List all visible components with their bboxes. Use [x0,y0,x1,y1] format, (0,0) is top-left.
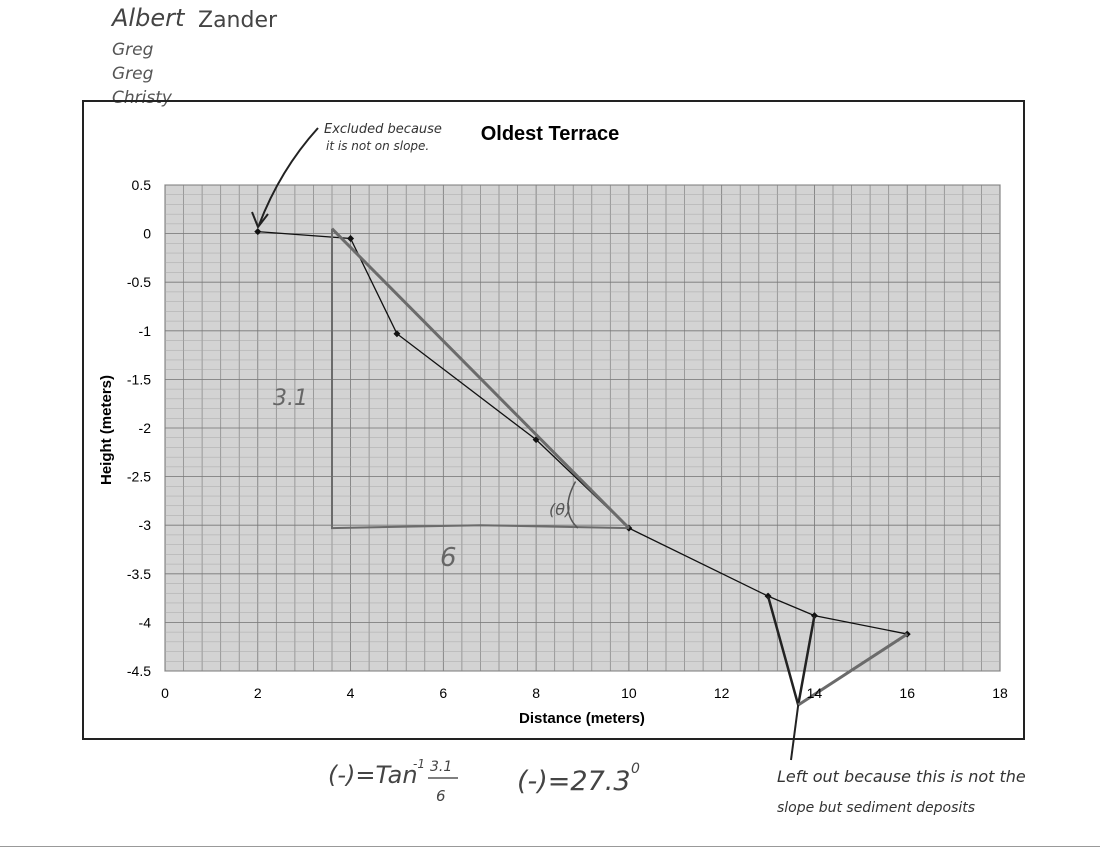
angle-symbol: (θ) [549,500,571,519]
y-tick-label: 0 [143,226,151,242]
formula-exponent: -1 [413,757,425,771]
formula-denominator: 6 [436,787,446,805]
data-point [347,234,355,242]
bottom-note-pointer [790,704,800,761]
y-axis-label: Height (meters) [98,375,115,485]
x-tick-label: 12 [714,685,730,701]
student-name-greg-1: Greg [112,40,154,60]
x-tick-label: 14 [807,685,823,701]
x-tick-label: 10 [621,685,637,701]
y-tick-label: -0.5 [127,274,151,290]
result-degree: 0 [631,761,640,777]
y-tick-label: 0.5 [132,177,152,193]
x-tick-label: 16 [899,685,915,701]
y-tick-label: -1.5 [127,371,151,387]
x-tick-label: 2 [254,685,262,701]
y-tick-label: -1 [139,323,152,339]
student-name-christy: Christy [112,88,172,108]
chart-frame [82,100,1025,740]
formula-lhs: (-)=Tan [328,761,418,789]
y-tick-label: -3 [139,517,152,533]
student-name-zander: Zander [198,8,278,33]
left-out-note-line1: Left out because this is not the [777,767,1026,786]
excluded-note-line2: it is not on slope. [326,139,429,153]
text-layer: 0 2 4 6 8 10 12 14 16 18 0.5 0 -0.5 -1 -1.5 -2 -2.5 -3 -3.… [127,177,1008,701]
formula-numerator: 3.1 [430,759,452,775]
result-text: (-)=27.3 [517,766,631,797]
x-tick-label: 18 [992,685,1008,701]
student-name-albert: Albert [112,4,185,32]
sediment-triangle-base [797,632,909,707]
slope-triangle-legs [331,228,629,530]
x-axis-label: Distance (meters) [519,710,645,727]
data-point [393,330,401,338]
x-tick-label: 8 [532,685,540,701]
excluded-note-arrow [258,127,319,226]
y-tick-label: -4.5 [127,663,151,679]
x-tick-label: 6 [439,685,447,701]
angle-arc [567,481,579,529]
y-tick-label: -2.5 [127,469,151,485]
excluded-note-arrowhead [251,211,269,230]
chart-title: Oldest Terrace [481,123,620,145]
data-point [254,228,262,236]
student-name-greg-2: Greg [112,64,154,84]
slope-hypotenuse [330,227,630,530]
page-bottom-rule [0,846,1100,847]
grid-layer [164,184,1001,672]
rise-label: 3.1 [273,386,308,411]
run-label: 6 [440,543,457,573]
y-tick-label: -3.5 [127,566,151,582]
annotation-layer [251,127,909,761]
x-tick-label: 0 [161,685,169,701]
y-tick-label: -2 [139,420,152,436]
left-out-note-line2: slope but sediment deposits [777,800,975,816]
x-tick-label: 4 [347,685,355,701]
excluded-note-line1: Excluded because [324,122,442,137]
y-tick-label: -4 [139,614,152,630]
